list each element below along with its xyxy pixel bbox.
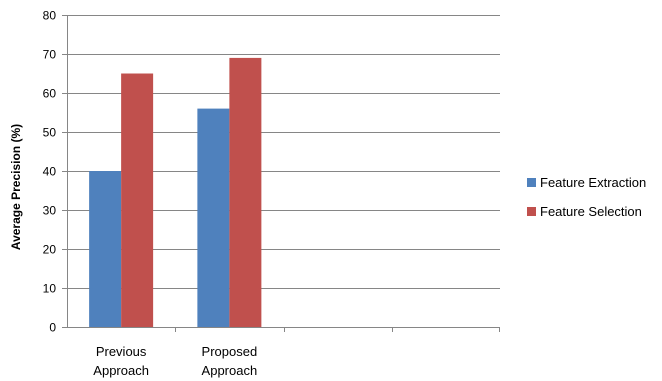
legend-swatch xyxy=(527,207,536,216)
bar-feature-selection xyxy=(121,73,154,327)
x-category-label: Proposed xyxy=(202,344,258,359)
x-category-label: Previous xyxy=(96,344,147,359)
axes xyxy=(67,15,500,332)
y-axis-title: Average Precision (%) xyxy=(9,124,23,250)
bar-feature-selection xyxy=(229,57,262,328)
bar-feature-extraction xyxy=(89,171,122,327)
y-tick-labels: 0 10 20 30 40 50 60 70 80 xyxy=(43,9,57,335)
y-tick-label: 30 xyxy=(43,204,57,218)
legend-label: Feature Extraction xyxy=(540,175,646,190)
y-tick-label: 80 xyxy=(43,9,57,23)
y-tick-label: 10 xyxy=(43,282,57,296)
legend-swatch xyxy=(527,178,536,187)
x-category-label: Approach xyxy=(202,363,258,378)
y-tick-label: 40 xyxy=(43,165,57,179)
y-tick-label: 70 xyxy=(43,48,57,62)
bar-feature-extraction xyxy=(197,108,230,327)
legend: Feature Extraction Feature Selection xyxy=(527,175,646,219)
y-tick-label: 60 xyxy=(43,87,57,101)
y-tick-label: 50 xyxy=(43,126,57,140)
category-labels: Previous Approach Proposed Approach xyxy=(93,344,257,378)
legend-label: Feature Selection xyxy=(540,204,642,219)
y-tick-label: 0 xyxy=(49,321,56,335)
bars xyxy=(89,57,262,328)
x-category-label: Approach xyxy=(93,363,149,378)
y-tick-label: 20 xyxy=(43,243,57,257)
